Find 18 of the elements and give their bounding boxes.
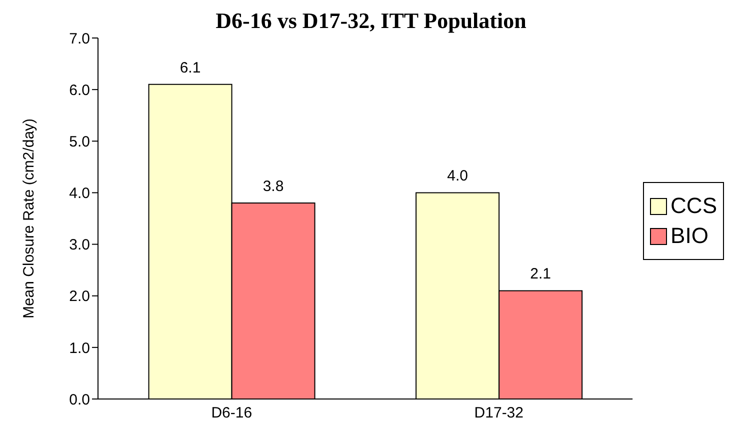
y-tick-label: 6.0	[69, 82, 90, 99]
y-tick-label: 5.0	[69, 133, 90, 150]
y-tick-label: 7.0	[69, 30, 90, 48]
legend-label: CCS	[670, 193, 717, 219]
x-tick-label: D17-32	[474, 404, 524, 422]
y-tick-label: 4.0	[69, 185, 90, 202]
data-label: 3.8	[262, 178, 284, 196]
y-tick-label: 3.0	[69, 236, 90, 254]
legend-label: BIO	[670, 223, 708, 249]
y-tick-label: 0.0	[69, 391, 90, 408]
data-label: 4.0	[447, 168, 468, 185]
y-tick-label: 1.0	[69, 340, 90, 357]
y-tick-label: 2.0	[69, 288, 90, 306]
data-label: 6.1	[180, 59, 201, 76]
chart-title: D6-16 vs D17-32, ITT Population	[216, 8, 526, 33]
x-tick-label: D6-16	[211, 404, 252, 422]
data-label: 2.1	[530, 266, 551, 283]
y-axis-title: Mean Closure Rate (cm2/day)	[20, 118, 38, 319]
